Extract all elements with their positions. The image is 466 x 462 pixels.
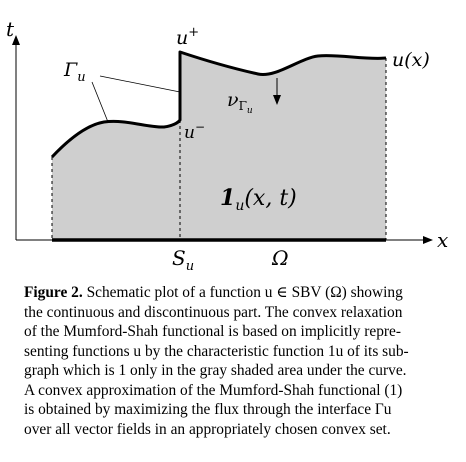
gamma-label: Γu: [63, 59, 86, 85]
caption-line-2: the continuous and discontinuous part. T…: [24, 303, 448, 323]
caption-line-1: Figure 2. Schematic plot of a function u…: [24, 283, 448, 303]
gamma-pointer-line: [100, 76, 180, 92]
caption-line-6: A convex approximation of the Mumford-Sh…: [24, 381, 448, 401]
jump-set-label: Su: [172, 246, 194, 274]
omega-label: Ω: [271, 246, 289, 270]
gamma-pointer-line-2: [92, 82, 108, 122]
caption-line-8: over all vector fields in an appropriate…: [24, 420, 448, 440]
indicator-label: 1u(x, t): [220, 185, 297, 214]
figure-caption: Figure 2. Schematic plot of a function u…: [24, 283, 448, 439]
subgraph-shaded-area: [52, 52, 386, 240]
x-axis-label: x: [437, 228, 448, 252]
schematic-figure: t x u+ u− u(x) Γu νΓu 1u(x, t) Su Ω: [0, 0, 466, 280]
caption-line-5: graph which is 1 only in the gray shaded…: [24, 361, 448, 381]
t-axis-label: t: [6, 17, 15, 41]
caption-line-4: senting functions u by the characteristi…: [24, 342, 448, 362]
caption-figure-label: Figure 2.: [24, 284, 83, 301]
caption-line-3: of the Mumford-Shah functional is based …: [24, 322, 448, 342]
u-plus-label: u+: [176, 25, 199, 49]
u-of-x-label: u(x): [392, 49, 430, 71]
caption-line-7: is obtained by maximizing the flux throu…: [24, 400, 448, 420]
